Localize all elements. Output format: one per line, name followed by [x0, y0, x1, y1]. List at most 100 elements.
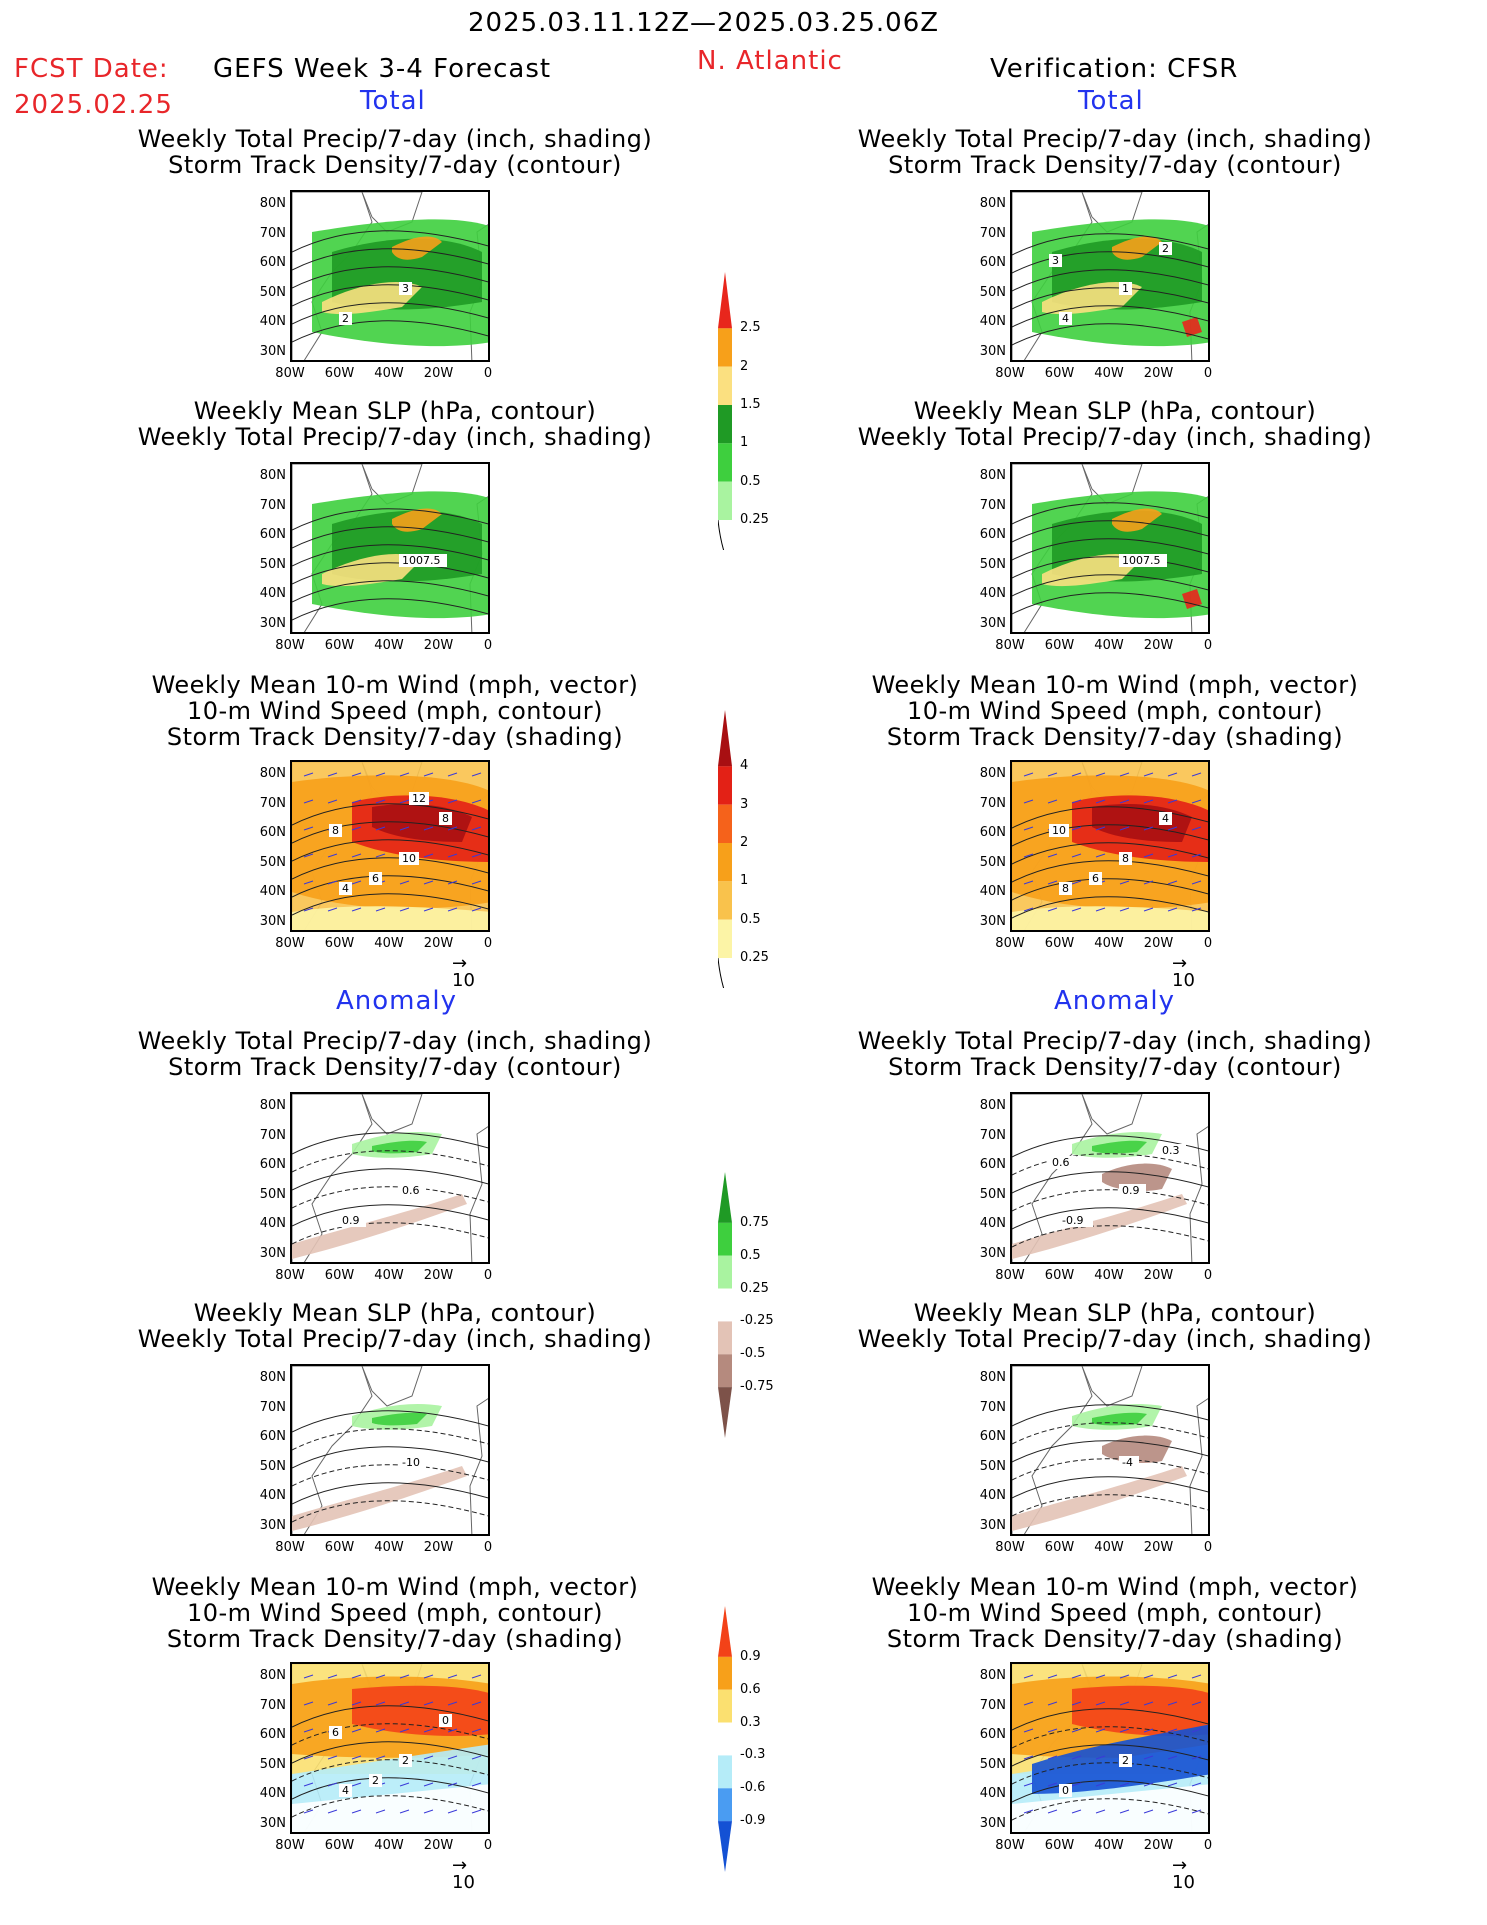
wind-vector [423, 772, 434, 777]
wind-vector [1167, 880, 1178, 885]
wind-vector [1071, 1674, 1082, 1679]
lon-tick-label: 20W [1143, 638, 1174, 653]
lon-tick-label: 20W [1143, 1838, 1174, 1853]
panel-title-line: 10-m Wind Speed (mph, contour) [186, 1599, 604, 1627]
contour-line [1012, 1135, 1208, 1158]
lat-tick-label: 50N [259, 1186, 286, 1202]
wind-vector [1095, 1755, 1106, 1760]
wind-vector [1047, 1782, 1058, 1787]
lon-tick-label: 0 [1203, 366, 1213, 381]
map-panel-fcst-anom-precip: 0.6 0.9 [290, 1092, 490, 1264]
wind-vector [1071, 853, 1082, 858]
contour-line [292, 230, 488, 253]
lat-tick-label: 80N [979, 468, 1006, 483]
lat-tick-label: 70N [259, 1399, 286, 1415]
contour-label: 1007.5 [402, 554, 441, 567]
lat-tick-label: 60N [259, 1429, 286, 1444]
fcst-date-value: 2025.02.25 [14, 90, 173, 120]
wind-vector [1119, 1809, 1130, 1814]
section-anomaly-left: Anomaly [336, 986, 458, 1016]
colorbar-segment [718, 481, 732, 520]
colorbar-label: -0.5 [740, 1346, 766, 1362]
vector-reference-label: 10 [452, 1872, 475, 1893]
wind-vector [375, 1755, 386, 1760]
contour-label-bg [439, 812, 452, 825]
wind-vector [471, 772, 482, 777]
contour-label-bg [339, 882, 352, 895]
contour-line [1012, 1171, 1208, 1194]
wind-vector [303, 853, 314, 858]
colorbar-segment [718, 919, 732, 958]
contour-label-bg [369, 1774, 382, 1787]
wind-vector [303, 1782, 314, 1787]
map-plot: 8 8 10 4 6 [1012, 762, 1208, 930]
wind-vector [423, 1728, 434, 1733]
wind-vector [351, 1755, 362, 1760]
wind-vector [1095, 772, 1106, 777]
lon-tick-label: 0 [483, 1838, 493, 1853]
lat-tick-label: 30N [979, 913, 1006, 929]
map-plot: 0.6 0.9 [292, 1094, 488, 1262]
wind-vector [1071, 1782, 1082, 1787]
contour-label-bg [1059, 882, 1072, 895]
wind-vector [375, 907, 386, 912]
contour-label: 6 [372, 872, 379, 885]
contour-label: 0.6 [1052, 1156, 1070, 1169]
wind-vector [1095, 799, 1106, 804]
map-plot: 1 4 3 2 [1012, 192, 1208, 360]
wind-vector [399, 880, 410, 885]
wind-vector [1095, 1674, 1106, 1679]
map-panel-ver-total-slp: 1007.5 [1010, 462, 1210, 634]
lat-tick-label: 70N [259, 225, 286, 241]
colorbar-label: 0.5 [740, 911, 761, 927]
contour-line [292, 893, 488, 916]
lon-tick-label: 0 [1203, 638, 1213, 653]
wind-vector [1119, 826, 1130, 831]
contour-line [1012, 502, 1208, 525]
wind-vector [447, 826, 458, 831]
lat-tick-label: 50N [979, 556, 1006, 572]
contour-label: 4 [1062, 312, 1069, 325]
wind-vector [1143, 772, 1154, 777]
wind-vector [399, 907, 410, 912]
panel-title-line: Weekly Total Precip/7-day (inch, shading… [137, 1027, 653, 1055]
contour-label: 0 [1062, 1784, 1069, 1797]
wind-vector [447, 1728, 458, 1733]
region-title: N. Atlantic [697, 46, 843, 76]
wind-vector [423, 826, 434, 831]
panel-title-line: Weekly Total Precip/7-day (inch, shading… [137, 1325, 653, 1353]
coastline-europe-africa [1189, 1126, 1208, 1262]
contour-label-bg [439, 1714, 452, 1727]
lon-tick-label: 60W [1044, 1268, 1075, 1283]
contour-label-bg [399, 554, 447, 567]
contour-label: 10 [402, 852, 416, 865]
lat-tick-label: 30N [259, 913, 286, 929]
wind-vector [423, 907, 434, 912]
wind-vector [1167, 853, 1178, 858]
wind-vector [471, 826, 482, 831]
contour-label-bg [1119, 1184, 1146, 1197]
wind-vector [303, 772, 314, 777]
panel-title-line: Storm Track Density/7-day (contour) [888, 151, 1342, 179]
colorbar-segment [718, 443, 732, 482]
contour-label-bg [1119, 282, 1132, 295]
contour-label-bg [1159, 812, 1172, 825]
wind-vector [303, 826, 314, 831]
contour-line [1012, 1494, 1208, 1517]
coastline-americas [1012, 1366, 1093, 1534]
lat-tick-label: 70N [979, 795, 1006, 811]
colorbar-segment [718, 766, 732, 805]
wind-vector [1047, 799, 1058, 804]
contour-line [292, 562, 488, 585]
lon-tick-label: 80W [275, 936, 305, 951]
panel-title-line: Storm Track Density/7-day (shading) [886, 723, 1344, 751]
wind-vector [1191, 907, 1202, 912]
panel-title-line: Storm Track Density/7-day (contour) [168, 1053, 622, 1081]
wind-vector [1167, 772, 1178, 777]
lat-tick-label: 70N [259, 795, 286, 811]
panel-title: Weekly Mean SLP (hPa, contour) Weekly Tot… [805, 398, 1425, 450]
lon-tick-label: 20W [1143, 936, 1174, 951]
wind-vector [1023, 907, 1034, 912]
wind-vector [1143, 1755, 1154, 1760]
colorbar-segment [718, 1722, 732, 1756]
